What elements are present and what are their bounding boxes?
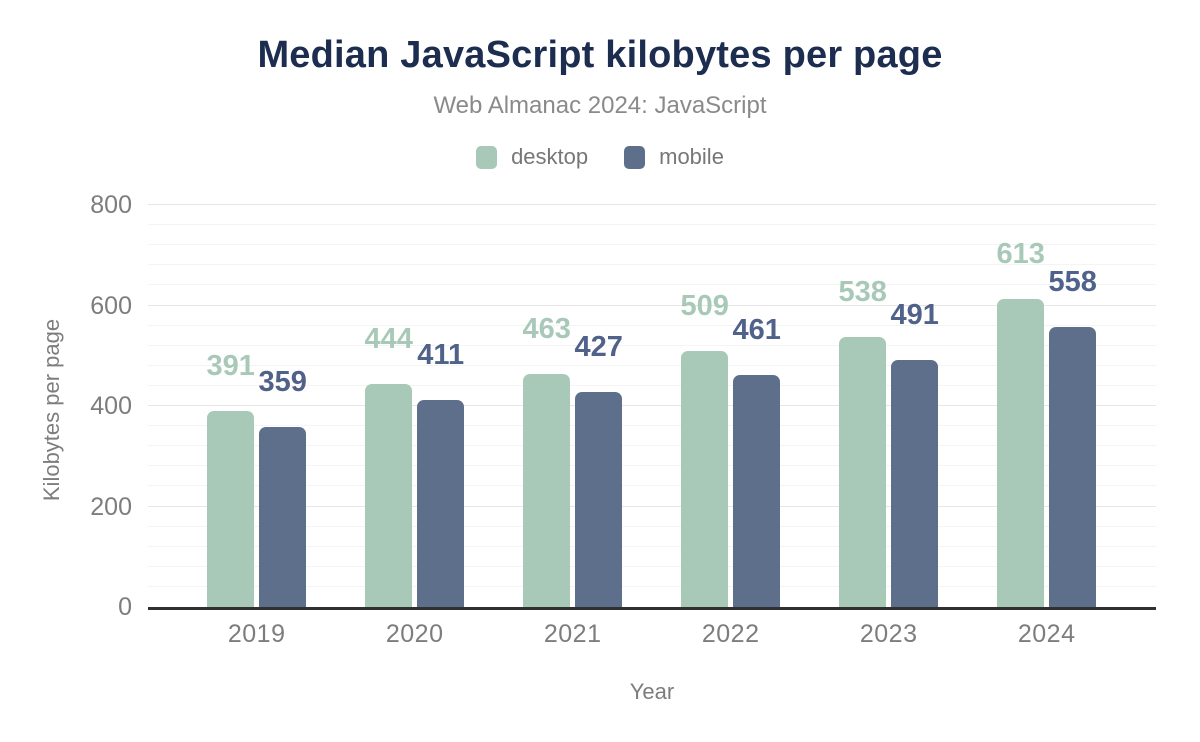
value-label-mobile-2019: 359 — [258, 365, 307, 398]
chart-title: Median JavaScript kilobytes per page — [257, 34, 943, 76]
bar-mobile-2021 — [575, 392, 623, 607]
bar-mobile-2020 — [417, 400, 465, 607]
value-label-desktop-2023: 538 — [838, 275, 887, 308]
value-label-desktop-2020: 444 — [364, 322, 413, 355]
value-label-desktop-2021: 463 — [522, 313, 571, 346]
y-tick-600: 600 — [90, 291, 132, 320]
bar-desktop-2020 — [365, 383, 413, 607]
x-tick-2024: 2024 — [1017, 620, 1076, 648]
gridline-minor — [148, 264, 1156, 266]
gridline-minor — [148, 364, 1156, 366]
mobile-legend-swatch-icon — [624, 145, 646, 169]
x-tick-2020: 2020 — [385, 620, 444, 648]
bar-mobile-2022 — [733, 375, 781, 607]
gridline-major — [148, 405, 1156, 406]
gridline-minor — [148, 485, 1156, 487]
gridline-minor — [148, 525, 1156, 527]
y-tick-800: 800 — [90, 191, 132, 219]
legend-label-desktop: desktop — [511, 144, 589, 169]
chart-subtitle: Web Almanac 2024: JavaScript — [433, 92, 767, 119]
y-tick-0: 0 — [118, 593, 132, 621]
value-label-mobile-2021: 427 — [574, 331, 623, 364]
bar-desktop-2024 — [997, 298, 1045, 607]
y-tick-400: 400 — [90, 392, 132, 420]
gridline-major — [148, 204, 1156, 205]
bar-desktop-2022 — [681, 351, 729, 607]
y-tick-200: 200 — [90, 492, 132, 521]
gridline-minor — [148, 384, 1156, 386]
bar-desktop-2021 — [523, 374, 571, 607]
value-label-mobile-2024: 558 — [1048, 265, 1097, 298]
legend-label-mobile: mobile — [659, 144, 724, 169]
gridline-minor — [148, 324, 1156, 326]
x-tick-2021: 2021 — [543, 620, 602, 648]
bar-mobile-2023 — [891, 360, 939, 607]
bar-desktop-2023 — [839, 336, 887, 607]
plot-area: 391 359 444 411 463 427 509 461 538 491 613 558 — [148, 204, 1156, 607]
gridline-major — [148, 505, 1156, 507]
value-label-desktop-2022: 509 — [680, 290, 729, 323]
bar-desktop-2019 — [207, 410, 255, 607]
gridline-minor — [148, 425, 1156, 427]
x-tick-2022: 2022 — [701, 620, 760, 648]
legend-item-mobile: mobile — [624, 144, 724, 170]
gridline-minor — [148, 565, 1156, 567]
gridline-major — [148, 304, 1156, 306]
x-axis-title: Year — [629, 679, 675, 704]
value-label-mobile-2020: 411 — [417, 339, 465, 372]
gridline-minor — [148, 445, 1156, 447]
value-label-mobile-2023: 491 — [890, 299, 939, 332]
gridline-minor — [148, 585, 1156, 587]
bar-mobile-2019 — [259, 426, 307, 607]
value-label-desktop-2024: 613 — [996, 237, 1045, 270]
gridline-minor — [148, 224, 1156, 226]
x-axis-line — [148, 607, 1156, 610]
gridline-minor — [148, 344, 1156, 346]
legend: desktop mobile — [0, 144, 1200, 170]
gridline-minor — [148, 545, 1156, 547]
x-tick-2023: 2023 — [859, 620, 918, 648]
bar-mobile-2024 — [1049, 326, 1097, 607]
legend-item-desktop: desktop — [476, 144, 588, 170]
gridline-minor — [148, 465, 1156, 467]
value-label-desktop-2019: 391 — [206, 349, 255, 382]
x-tick-2019: 2019 — [227, 620, 286, 648]
desktop-legend-swatch-icon — [476, 145, 498, 169]
gridline-minor — [148, 244, 1156, 246]
value-label-mobile-2022: 461 — [732, 314, 781, 347]
gridline-minor — [148, 284, 1156, 286]
